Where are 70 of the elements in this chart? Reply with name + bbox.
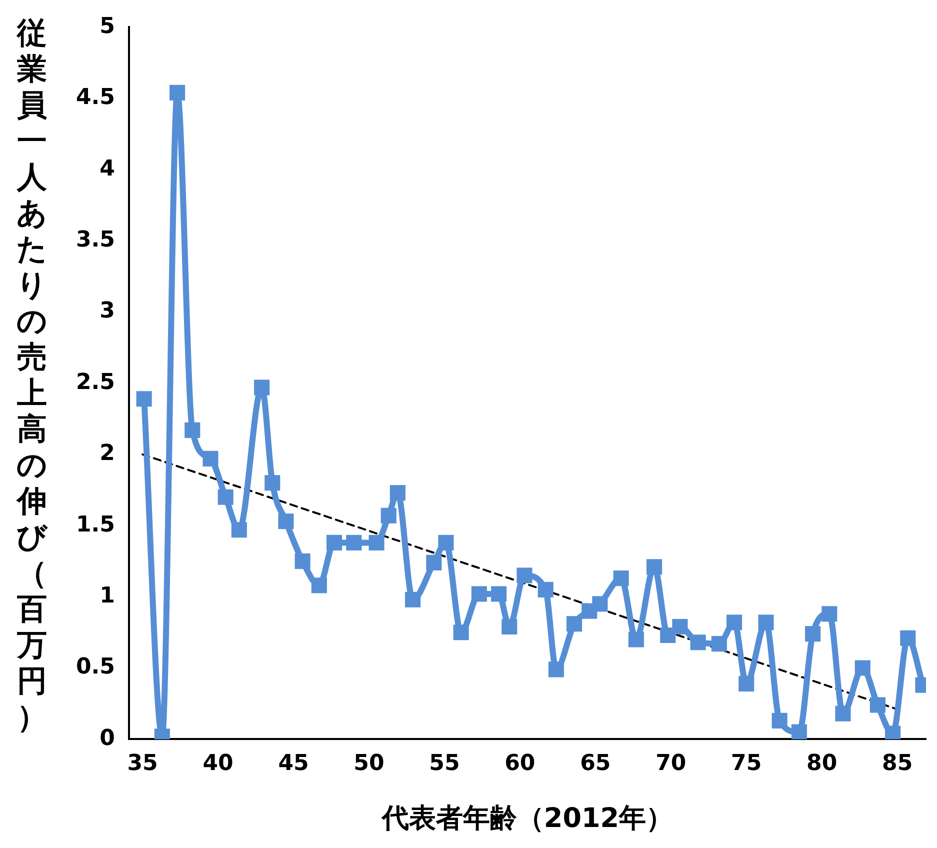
point [628, 632, 644, 648]
point [438, 534, 454, 550]
point [711, 636, 727, 652]
x-tick-label: 75 [731, 751, 762, 776]
point [870, 697, 886, 713]
x-tick-label: 45 [278, 751, 309, 776]
y-tick-label: 2 [100, 441, 115, 466]
point [218, 489, 234, 505]
point [726, 614, 742, 630]
y-tick-label: 1.5 [76, 512, 115, 538]
x-tick-label: 55 [429, 751, 460, 776]
x-tick-label: 70 [656, 751, 686, 776]
point [254, 380, 270, 396]
y-tick-label: 0.5 [76, 654, 115, 680]
point [184, 422, 200, 438]
point [502, 618, 518, 634]
point [772, 712, 788, 728]
point [346, 534, 362, 550]
point [566, 616, 582, 632]
point [136, 391, 152, 407]
point [690, 634, 706, 650]
point [900, 630, 916, 646]
point [368, 534, 384, 550]
x-tick-label: 60 [504, 751, 536, 776]
point [294, 553, 310, 569]
point [426, 554, 442, 570]
point [758, 614, 774, 630]
point [231, 522, 247, 538]
point [170, 84, 186, 100]
point [613, 570, 629, 586]
point [326, 534, 342, 550]
x-tick-label: 80 [806, 751, 838, 776]
x-tick-label: 35 [127, 751, 158, 776]
x-tick-label: 85 [882, 751, 913, 776]
point [202, 450, 218, 466]
point [592, 596, 608, 612]
y-tick-label: 4 [100, 156, 115, 182]
y-tick-label: 2.5 [76, 370, 115, 395]
x-tick-label: 40 [202, 751, 234, 776]
point [835, 706, 851, 722]
x-tick-label: 65 [580, 751, 611, 776]
point [854, 660, 870, 676]
text: 従業員一人あたりの売上高の伸び（百万円） [16, 16, 48, 735]
y-tick-label: 5 [100, 14, 115, 39]
y-tick-label: 4.5 [76, 85, 115, 110]
point [453, 624, 469, 640]
point [471, 586, 487, 602]
point [805, 626, 821, 642]
point [738, 676, 754, 692]
point [311, 578, 327, 594]
point [390, 485, 406, 501]
y-tick-label: 3 [100, 298, 115, 324]
point [491, 586, 507, 602]
point [264, 475, 280, 491]
point [548, 662, 564, 678]
x-tick-label: 50 [354, 751, 384, 776]
point [791, 724, 807, 740]
y-tick-label: 3.5 [76, 228, 115, 253]
point [672, 618, 688, 634]
y-tick-label: 0 [100, 726, 115, 751]
point [646, 559, 662, 575]
point [380, 508, 396, 524]
point [278, 514, 294, 530]
point [516, 568, 532, 584]
point [538, 582, 554, 598]
point [404, 592, 421, 608]
x-axis-title: 代表者年齢（2012年） [380, 802, 674, 834]
point [822, 606, 838, 622]
y-tick-label: 1 [100, 584, 115, 609]
point [885, 726, 901, 740]
